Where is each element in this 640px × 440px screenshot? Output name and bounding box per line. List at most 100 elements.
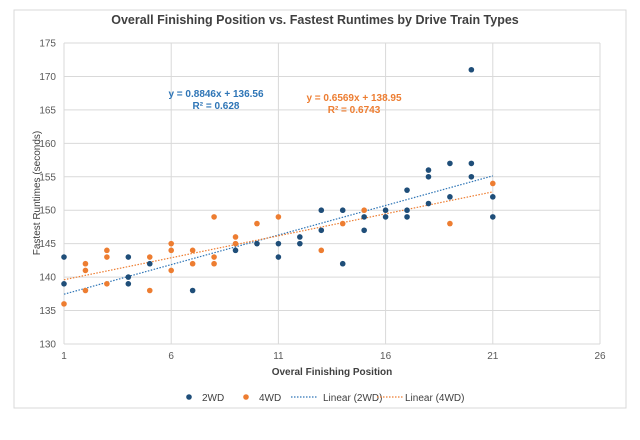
data-point-4wd [447, 220, 453, 227]
y-tick-label: 155 [39, 172, 56, 183]
trendline-4wd-r2: R² = 0.6743 [328, 105, 381, 116]
data-point-2wd [254, 240, 260, 247]
data-point-2wd [297, 234, 303, 240]
y-axis-ticks: 130 135 140 145 150 155 160 165 170 175 [39, 39, 56, 351]
data-point-4wd [339, 220, 346, 227]
data-point-2wd [404, 187, 410, 193]
x-axis-label: Overal Finishing Position [272, 367, 393, 378]
data-point-2wd [189, 287, 196, 294]
data-point-2wd [468, 173, 475, 180]
data-point-2wd [468, 160, 475, 167]
data-point-2wd [404, 214, 410, 220]
x-tick-label: 11 [273, 351, 284, 362]
data-point-4wd [146, 287, 153, 294]
data-point-2wd [447, 194, 453, 200]
data-point-4wd [168, 247, 174, 254]
legend-label-4wd: 4WD [259, 393, 281, 404]
data-point-4wd [211, 214, 217, 220]
y-tick-label: 175 [39, 39, 56, 50]
data-point-4wd [61, 301, 67, 307]
data-points [61, 66, 496, 307]
legend: 2WD 4WD Linear (2WD) Linear (4WD) [186, 393, 464, 404]
data-point-2wd [125, 254, 132, 260]
trendlines [63, 175, 493, 295]
x-tick-label: 1 [61, 351, 67, 362]
data-point-4wd [82, 267, 89, 274]
y-tick-label: 145 [39, 239, 56, 250]
data-point-2wd [125, 281, 132, 287]
x-tick-label: 16 [380, 351, 392, 362]
legend-marker-2wd [186, 394, 192, 400]
data-point-2wd [318, 207, 325, 214]
data-point-4wd [361, 207, 367, 214]
data-point-2wd [382, 214, 389, 220]
y-tick-label: 170 [39, 72, 56, 83]
trendline-4wd [63, 191, 493, 281]
data-point-4wd [211, 260, 217, 267]
data-point-2wd [318, 227, 325, 234]
data-point-2wd [297, 240, 303, 247]
data-point-4wd [82, 287, 89, 294]
trendline-2wd-annotation: y = 0.8846x + 136.56 R² = 0.628 [168, 89, 264, 112]
data-point-4wd [104, 281, 110, 287]
x-tick-label: 21 [487, 351, 499, 362]
data-point-4wd [254, 220, 260, 227]
trendline-4wd-annotation: y = 0.6569x + 138.95 R² = 0.6743 [306, 93, 402, 116]
data-point-2wd [490, 194, 496, 200]
data-point-2wd [468, 66, 475, 73]
trendline-2wd-r2: R² = 0.628 [193, 101, 240, 112]
data-point-4wd [490, 180, 496, 187]
gridlines [63, 42, 601, 345]
legend-marker-4wd [243, 394, 249, 400]
data-point-2wd [361, 227, 367, 234]
data-point-4wd [104, 247, 110, 254]
data-point-2wd [61, 254, 67, 260]
data-point-4wd [318, 247, 325, 254]
y-tick-label: 130 [39, 340, 56, 351]
data-point-2wd [425, 173, 432, 180]
trendline-2wd-equation: y = 0.8846x + 136.56 [168, 89, 264, 100]
legend-label-trend-2wd: Linear (2WD) [323, 393, 382, 404]
y-tick-label: 165 [39, 105, 56, 116]
data-point-2wd [404, 207, 410, 214]
data-point-4wd [189, 260, 196, 267]
chart-title: Overall Finishing Position vs. Fastest R… [111, 13, 519, 27]
data-point-2wd [61, 281, 67, 287]
data-point-2wd [275, 240, 282, 247]
data-point-4wd [104, 254, 110, 260]
data-point-2wd [275, 254, 282, 260]
data-point-2wd [425, 167, 432, 173]
data-point-2wd [125, 274, 132, 280]
y-tick-label: 160 [39, 139, 56, 150]
data-point-4wd [168, 267, 174, 274]
legend-label-2wd: 2WD [202, 393, 224, 404]
data-point-4wd [82, 260, 89, 267]
x-tick-label: 6 [168, 351, 174, 362]
data-point-4wd [146, 254, 153, 260]
data-point-4wd [189, 247, 196, 254]
y-axis-label: Fastest Runtimes (seconds) [32, 131, 43, 256]
data-point-2wd [232, 247, 239, 254]
trendline-2wd [63, 175, 493, 295]
legend-label-trend-4wd: Linear (4WD) [405, 393, 464, 404]
y-tick-label: 150 [39, 206, 56, 217]
x-tick-label: 26 [594, 351, 606, 362]
data-point-4wd [211, 254, 217, 260]
data-point-4wd [232, 240, 239, 247]
trendline-4wd-equation: y = 0.6569x + 138.95 [306, 93, 402, 104]
y-tick-label: 135 [39, 306, 56, 317]
data-point-4wd [275, 214, 282, 220]
data-point-4wd [232, 234, 239, 240]
data-point-2wd [382, 207, 389, 214]
data-point-2wd [490, 214, 496, 220]
data-point-2wd [339, 260, 346, 267]
data-point-2wd [425, 200, 432, 207]
x-axis-ticks: 1 6 11 16 21 26 [61, 351, 606, 362]
data-point-2wd [447, 160, 453, 167]
data-point-2wd [146, 260, 153, 267]
data-point-2wd [339, 207, 346, 214]
y-tick-label: 140 [39, 273, 56, 284]
data-point-4wd [168, 240, 174, 247]
